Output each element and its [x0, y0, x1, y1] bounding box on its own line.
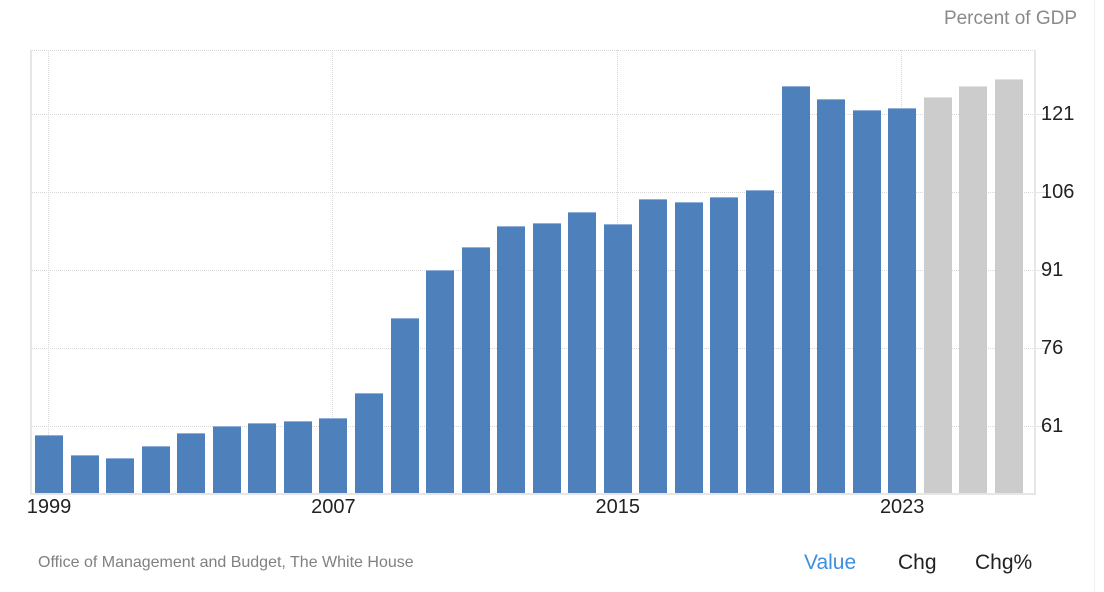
- bar-2000[interactable]: [70, 455, 99, 493]
- bar-2002[interactable]: [141, 446, 170, 493]
- grid-line-121: [30, 114, 1035, 115]
- bar-2013[interactable]: [532, 222, 561, 493]
- y-tick-label: 121: [1041, 103, 1075, 125]
- tab-value[interactable]: Value: [804, 551, 857, 574]
- bar-2014[interactable]: [568, 212, 597, 493]
- grid-line-61: [30, 426, 1035, 427]
- plot-border-left: [30, 50, 32, 495]
- x-tick-label: 2007: [311, 496, 356, 518]
- bar-2015[interactable]: [603, 224, 632, 493]
- x-tick-label: 2023: [879, 496, 925, 518]
- bar-2011[interactable]: [461, 246, 490, 493]
- y-tick-mark: [1035, 114, 1049, 115]
- bar-2025[interactable]: [959, 86, 988, 493]
- bar-2004[interactable]: [212, 426, 241, 493]
- grid-line-vertical: [48, 50, 49, 493]
- plot-border-right: [1034, 50, 1036, 495]
- bar-2003[interactable]: [177, 432, 206, 493]
- y-tick-label: 106: [1041, 181, 1075, 203]
- tab-chg[interactable]: Chg: [898, 551, 937, 574]
- bar-2001[interactable]: [106, 458, 135, 493]
- bar-2016[interactable]: [639, 198, 668, 493]
- y-tick-mark: [1035, 426, 1049, 427]
- grid-line-top: [30, 50, 1035, 51]
- grid-line-76: [30, 348, 1035, 349]
- bar-2026[interactable]: [994, 79, 1023, 493]
- bar-2007[interactable]: [319, 417, 348, 493]
- bar-2008[interactable]: [354, 392, 383, 493]
- bar-2017[interactable]: [674, 201, 703, 493]
- y-tick-mark: [1035, 192, 1049, 193]
- bar-2019[interactable]: [746, 189, 774, 493]
- bar-2021[interactable]: [817, 99, 846, 493]
- source-label: Office of Management and Budget, The Whi…: [38, 554, 414, 571]
- bar-2018[interactable]: [710, 197, 739, 493]
- bar-2024[interactable]: [923, 96, 952, 493]
- y-tick-mark: [1035, 348, 1049, 349]
- tab-chg-percent[interactable]: Chg%: [975, 551, 1033, 574]
- y-tick-label: 61: [1041, 415, 1064, 437]
- y-tick-mark: [1035, 270, 1049, 271]
- y-tick-label: 91: [1041, 259, 1064, 281]
- unit-label: Percent of GDP: [943, 8, 1077, 29]
- bar-2010[interactable]: [426, 270, 454, 493]
- bar-2009[interactable]: [390, 317, 419, 493]
- container-edge: [1094, 0, 1095, 592]
- bar-2006[interactable]: [283, 420, 312, 493]
- bar-2020[interactable]: [781, 86, 810, 493]
- x-tick-label: 2015: [595, 496, 641, 518]
- grid-line-106: [30, 192, 1035, 193]
- grid-line-91: [30, 270, 1035, 271]
- x-tick-label: 1999: [26, 496, 72, 518]
- y-tick-label: 76: [1041, 337, 1064, 359]
- x-axis-line: [30, 493, 1036, 495]
- bar-2022[interactable]: [852, 110, 881, 493]
- bar-2012[interactable]: [497, 225, 526, 493]
- grid-line-vertical: [332, 50, 333, 493]
- bar-2023[interactable]: [888, 107, 917, 493]
- bar-1999[interactable]: [35, 435, 63, 493]
- bar-2005[interactable]: [248, 423, 277, 493]
